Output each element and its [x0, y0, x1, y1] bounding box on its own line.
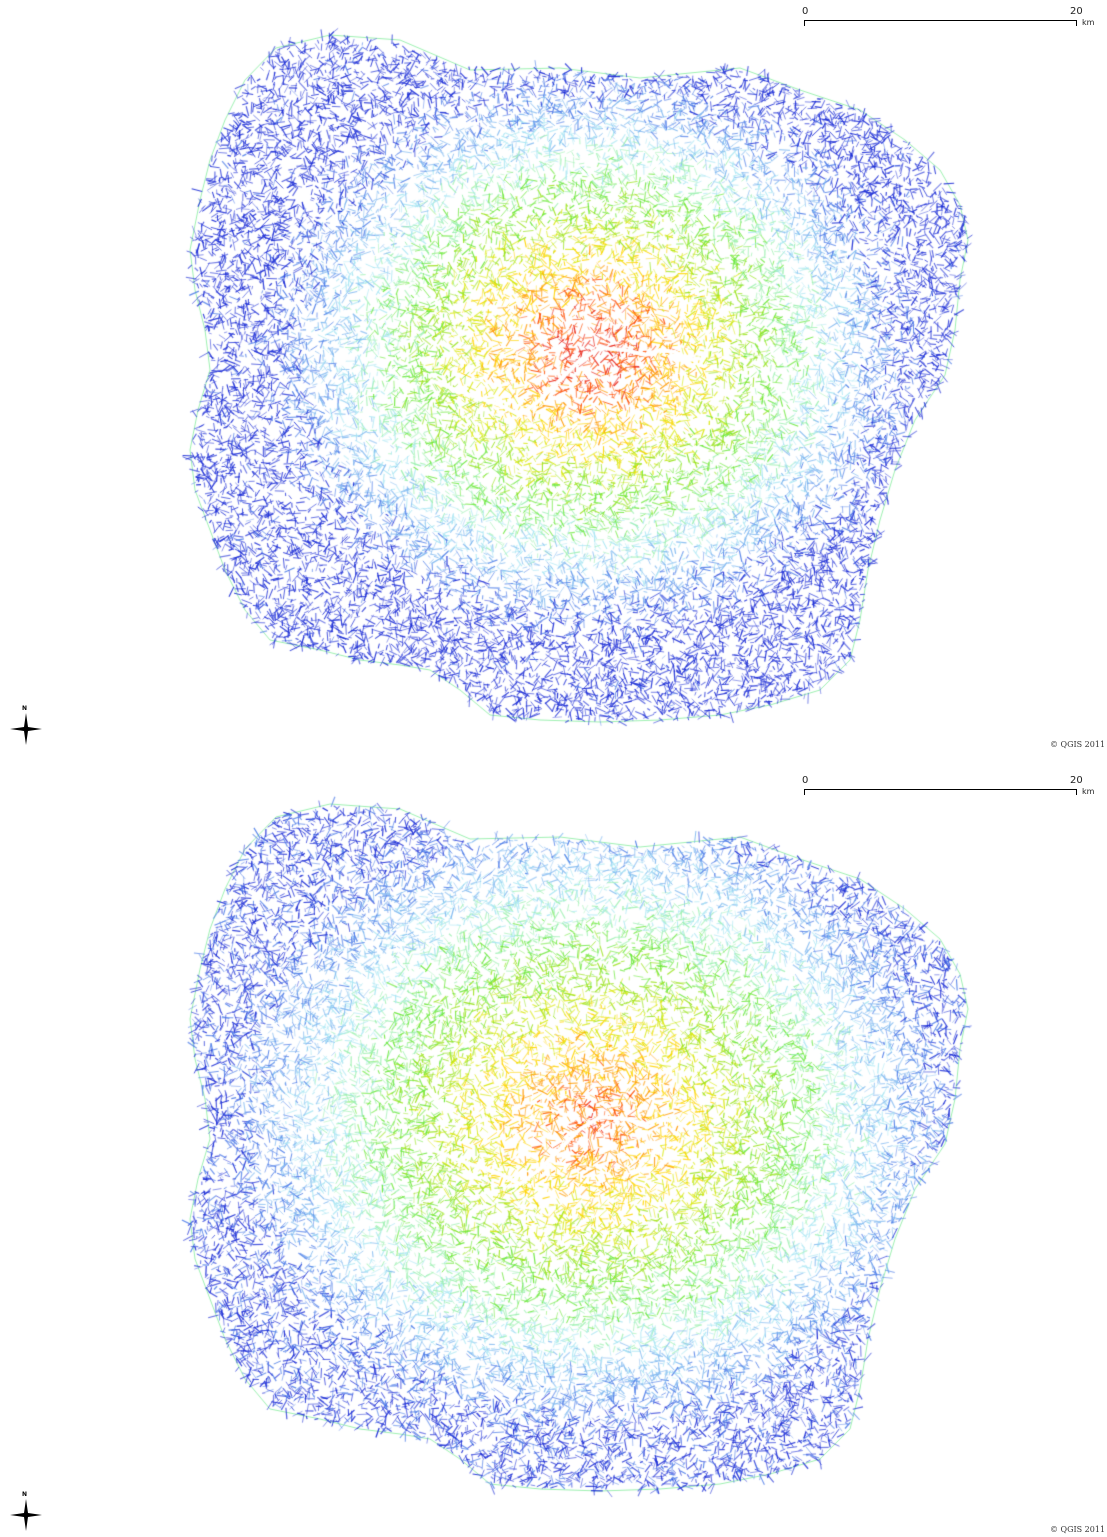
scale-bar-tick-start	[804, 20, 805, 26]
scale-bar-start-label: 0	[802, 6, 809, 17]
scale-bar-start-label: 0	[802, 775, 809, 786]
scale-bar-end-label: 20	[1070, 775, 1083, 786]
road-network-map-top[interactable]	[0, 0, 1107, 768]
copyright-label: © QGIS 2011	[1050, 740, 1106, 749]
map-panel-bottom: 0 20 km N © QGIS 2011	[0, 769, 1107, 1537]
north-label: N	[22, 1491, 28, 1498]
scale-bar-unit: km	[1082, 18, 1095, 27]
scale-bar-tick-start	[804, 789, 805, 795]
scale-bar-tick-end	[1076, 20, 1077, 26]
scale-bar-end-label: 20	[1070, 6, 1083, 17]
copyright-label: © QGIS 2011	[1050, 1525, 1106, 1534]
scale-bar: 0 20 km	[802, 773, 1102, 803]
scale-bar: 0 20 km	[802, 4, 1102, 34]
scale-bar-tick-end	[1076, 789, 1077, 795]
scale-bar-unit: km	[1082, 787, 1095, 796]
scale-bar-line	[804, 789, 1077, 790]
map-panel-top: 0 20 km N © QGIS 2011	[0, 0, 1107, 768]
north-arrow-icon: N	[10, 705, 42, 747]
north-arrow-icon: N	[10, 1491, 42, 1533]
road-network-map-bottom[interactable]	[0, 769, 1107, 1537]
north-label: N	[22, 705, 28, 712]
scale-bar-line	[804, 20, 1077, 21]
